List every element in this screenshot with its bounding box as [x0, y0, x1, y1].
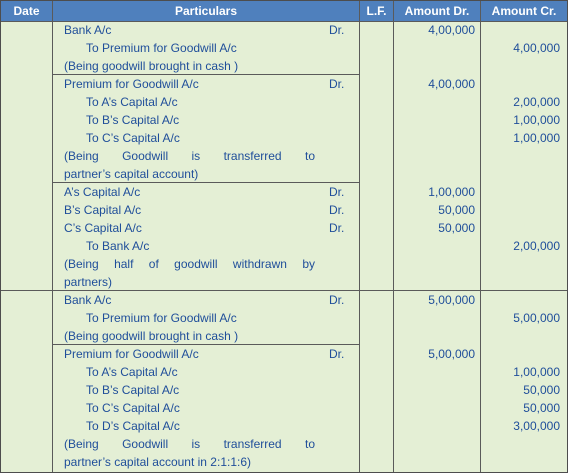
amount-dr-cell: 4,00,000	[428, 23, 475, 37]
table-row: Bank A/c Dr. 4,00,000	[1, 21, 567, 39]
particulars-cell: To A’s Capital A/c	[86, 95, 178, 109]
header-lf: L.F.	[366, 4, 387, 18]
table-row: To Bank A/c 2,00,000	[1, 237, 567, 255]
amount-dr-cell: 50,000	[438, 221, 475, 235]
particulars-cell: partners)	[64, 275, 113, 289]
debit-marker: Dr.	[329, 203, 345, 217]
amount-cr-cell: 1,00,000	[513, 365, 560, 379]
column-divider	[359, 1, 360, 472]
table-row: partner’s capital account)	[1, 165, 567, 183]
table-row: (Being Goodwill is transferred to	[1, 147, 567, 165]
amount-dr-cell: 4,00,000	[428, 77, 475, 91]
table-header: Date Particulars L.F. Amount Dr. Amount …	[1, 1, 567, 21]
amount-cr-cell: 1,00,000	[513, 131, 560, 145]
amount-cr-cell: 2,00,000	[513, 95, 560, 109]
table-row: To Premium for Goodwill A/c 4,00,000	[1, 39, 567, 57]
amount-cr-cell: 1,00,000	[513, 113, 560, 127]
table-row: To A’s Capital A/c 1,00,000	[1, 363, 567, 381]
particulars-cell: Premium for Goodwill A/c	[64, 347, 199, 361]
entry-divider	[52, 344, 360, 345]
amount-dr-cell: 5,00,000	[428, 347, 475, 361]
section-divider	[1, 290, 567, 291]
amount-cr-cell: 5,00,000	[513, 311, 560, 325]
amount-cr-cell: 50,000	[523, 383, 560, 397]
particulars-cell: partner’s capital account in 2:1:1:6)	[64, 455, 252, 469]
column-divider	[52, 1, 53, 472]
table-row: To C’s Capital A/c 50,000	[1, 399, 567, 417]
particulars-cell: (Being Goodwill is transferred to	[64, 149, 315, 163]
column-divider	[393, 1, 394, 472]
column-divider	[480, 1, 481, 472]
amount-cr-cell: 3,00,000	[513, 419, 560, 433]
particulars-cell: To C’s Capital A/c	[86, 401, 180, 415]
header-particulars: Particulars	[174, 4, 238, 18]
particulars-cell: To Premium for Goodwill A/c	[86, 311, 237, 325]
table-row: To Premium for Goodwill A/c 5,00,000	[1, 309, 567, 327]
table-row: Premium for Goodwill A/c Dr. 5,00,000	[1, 345, 567, 363]
debit-marker: Dr.	[329, 347, 345, 361]
amount-dr-cell: 5,00,000	[428, 293, 475, 307]
debit-marker: Dr.	[329, 77, 345, 91]
table-row: partner’s capital account in 2:1:1:6)	[1, 453, 567, 471]
table-row: To C’s Capital A/c 1,00,000	[1, 129, 567, 147]
header-date: Date	[13, 4, 40, 18]
table-row: To A’s Capital A/c 2,00,000	[1, 93, 567, 111]
header-amount-dr: Amount Dr.	[404, 4, 470, 18]
amount-cr-cell: 2,00,000	[513, 239, 560, 253]
particulars-cell: partner’s capital account)	[64, 167, 199, 181]
particulars-cell: To D’s Capital A/c	[86, 419, 180, 433]
table-row: Bank A/c Dr. 5,00,000	[1, 291, 567, 309]
entry-divider	[52, 74, 360, 75]
particulars-cell: Bank A/c	[64, 23, 112, 37]
debit-marker: Dr.	[329, 23, 345, 37]
header-amount-cr: Amount Cr.	[491, 4, 557, 18]
particulars-cell: A’s Capital A/c	[64, 185, 141, 199]
particulars-cell: To C’s Capital A/c	[86, 131, 180, 145]
table-row: (Being Goodwill is transferred to	[1, 435, 567, 453]
amount-cr-cell: 50,000	[523, 401, 560, 415]
table-row: Premium for Goodwill A/c Dr. 4,00,000	[1, 75, 567, 93]
particulars-cell: To Premium for Goodwill A/c	[86, 41, 237, 55]
debit-marker: Dr.	[329, 221, 345, 235]
particulars-cell: To B’s Capital A/c	[86, 113, 180, 127]
table-row: (Being goodwill brought in cash )	[1, 57, 567, 75]
table-row: (Being goodwill brought in cash )	[1, 327, 567, 345]
particulars-cell: B’s Capital A/c	[64, 203, 142, 217]
table-row: To D’s Capital A/c 3,00,000	[1, 417, 567, 435]
header-divider	[1, 21, 567, 22]
table-row: To B’s Capital A/c 1,00,000	[1, 111, 567, 129]
particulars-cell: Bank A/c	[64, 293, 112, 307]
table-row: partners)	[1, 273, 567, 291]
amount-dr-cell: 1,00,000	[428, 185, 475, 199]
table-row: A’s Capital A/c Dr. 1,00,000	[1, 183, 567, 201]
particulars-cell: (Being half of goodwill withdrawn by	[64, 257, 315, 271]
table-row: C’s Capital A/c Dr. 50,000	[1, 219, 567, 237]
particulars-cell: To A’s Capital A/c	[86, 365, 178, 379]
table-row: To B’s Capital A/c 50,000	[1, 381, 567, 399]
particulars-cell: To Bank A/c	[86, 239, 150, 253]
particulars-cell: To B’s Capital A/c	[86, 383, 180, 397]
amount-dr-cell: 50,000	[438, 203, 475, 217]
particulars-cell: C’s Capital A/c	[64, 221, 142, 235]
debit-marker: Dr.	[329, 293, 345, 307]
amount-cr-cell: 4,00,000	[513, 41, 560, 55]
table-row: (Being half of goodwill withdrawn by	[1, 255, 567, 273]
particulars-cell: (Being Goodwill is transferred to	[64, 437, 315, 451]
particulars-cell: (Being goodwill brought in cash )	[64, 329, 239, 343]
table-row: B’s Capital A/c Dr. 50,000	[1, 201, 567, 219]
particulars-cell: Premium for Goodwill A/c	[64, 77, 199, 91]
entry-divider	[52, 182, 360, 183]
particulars-cell: (Being goodwill brought in cash )	[64, 59, 239, 73]
debit-marker: Dr.	[329, 185, 345, 199]
